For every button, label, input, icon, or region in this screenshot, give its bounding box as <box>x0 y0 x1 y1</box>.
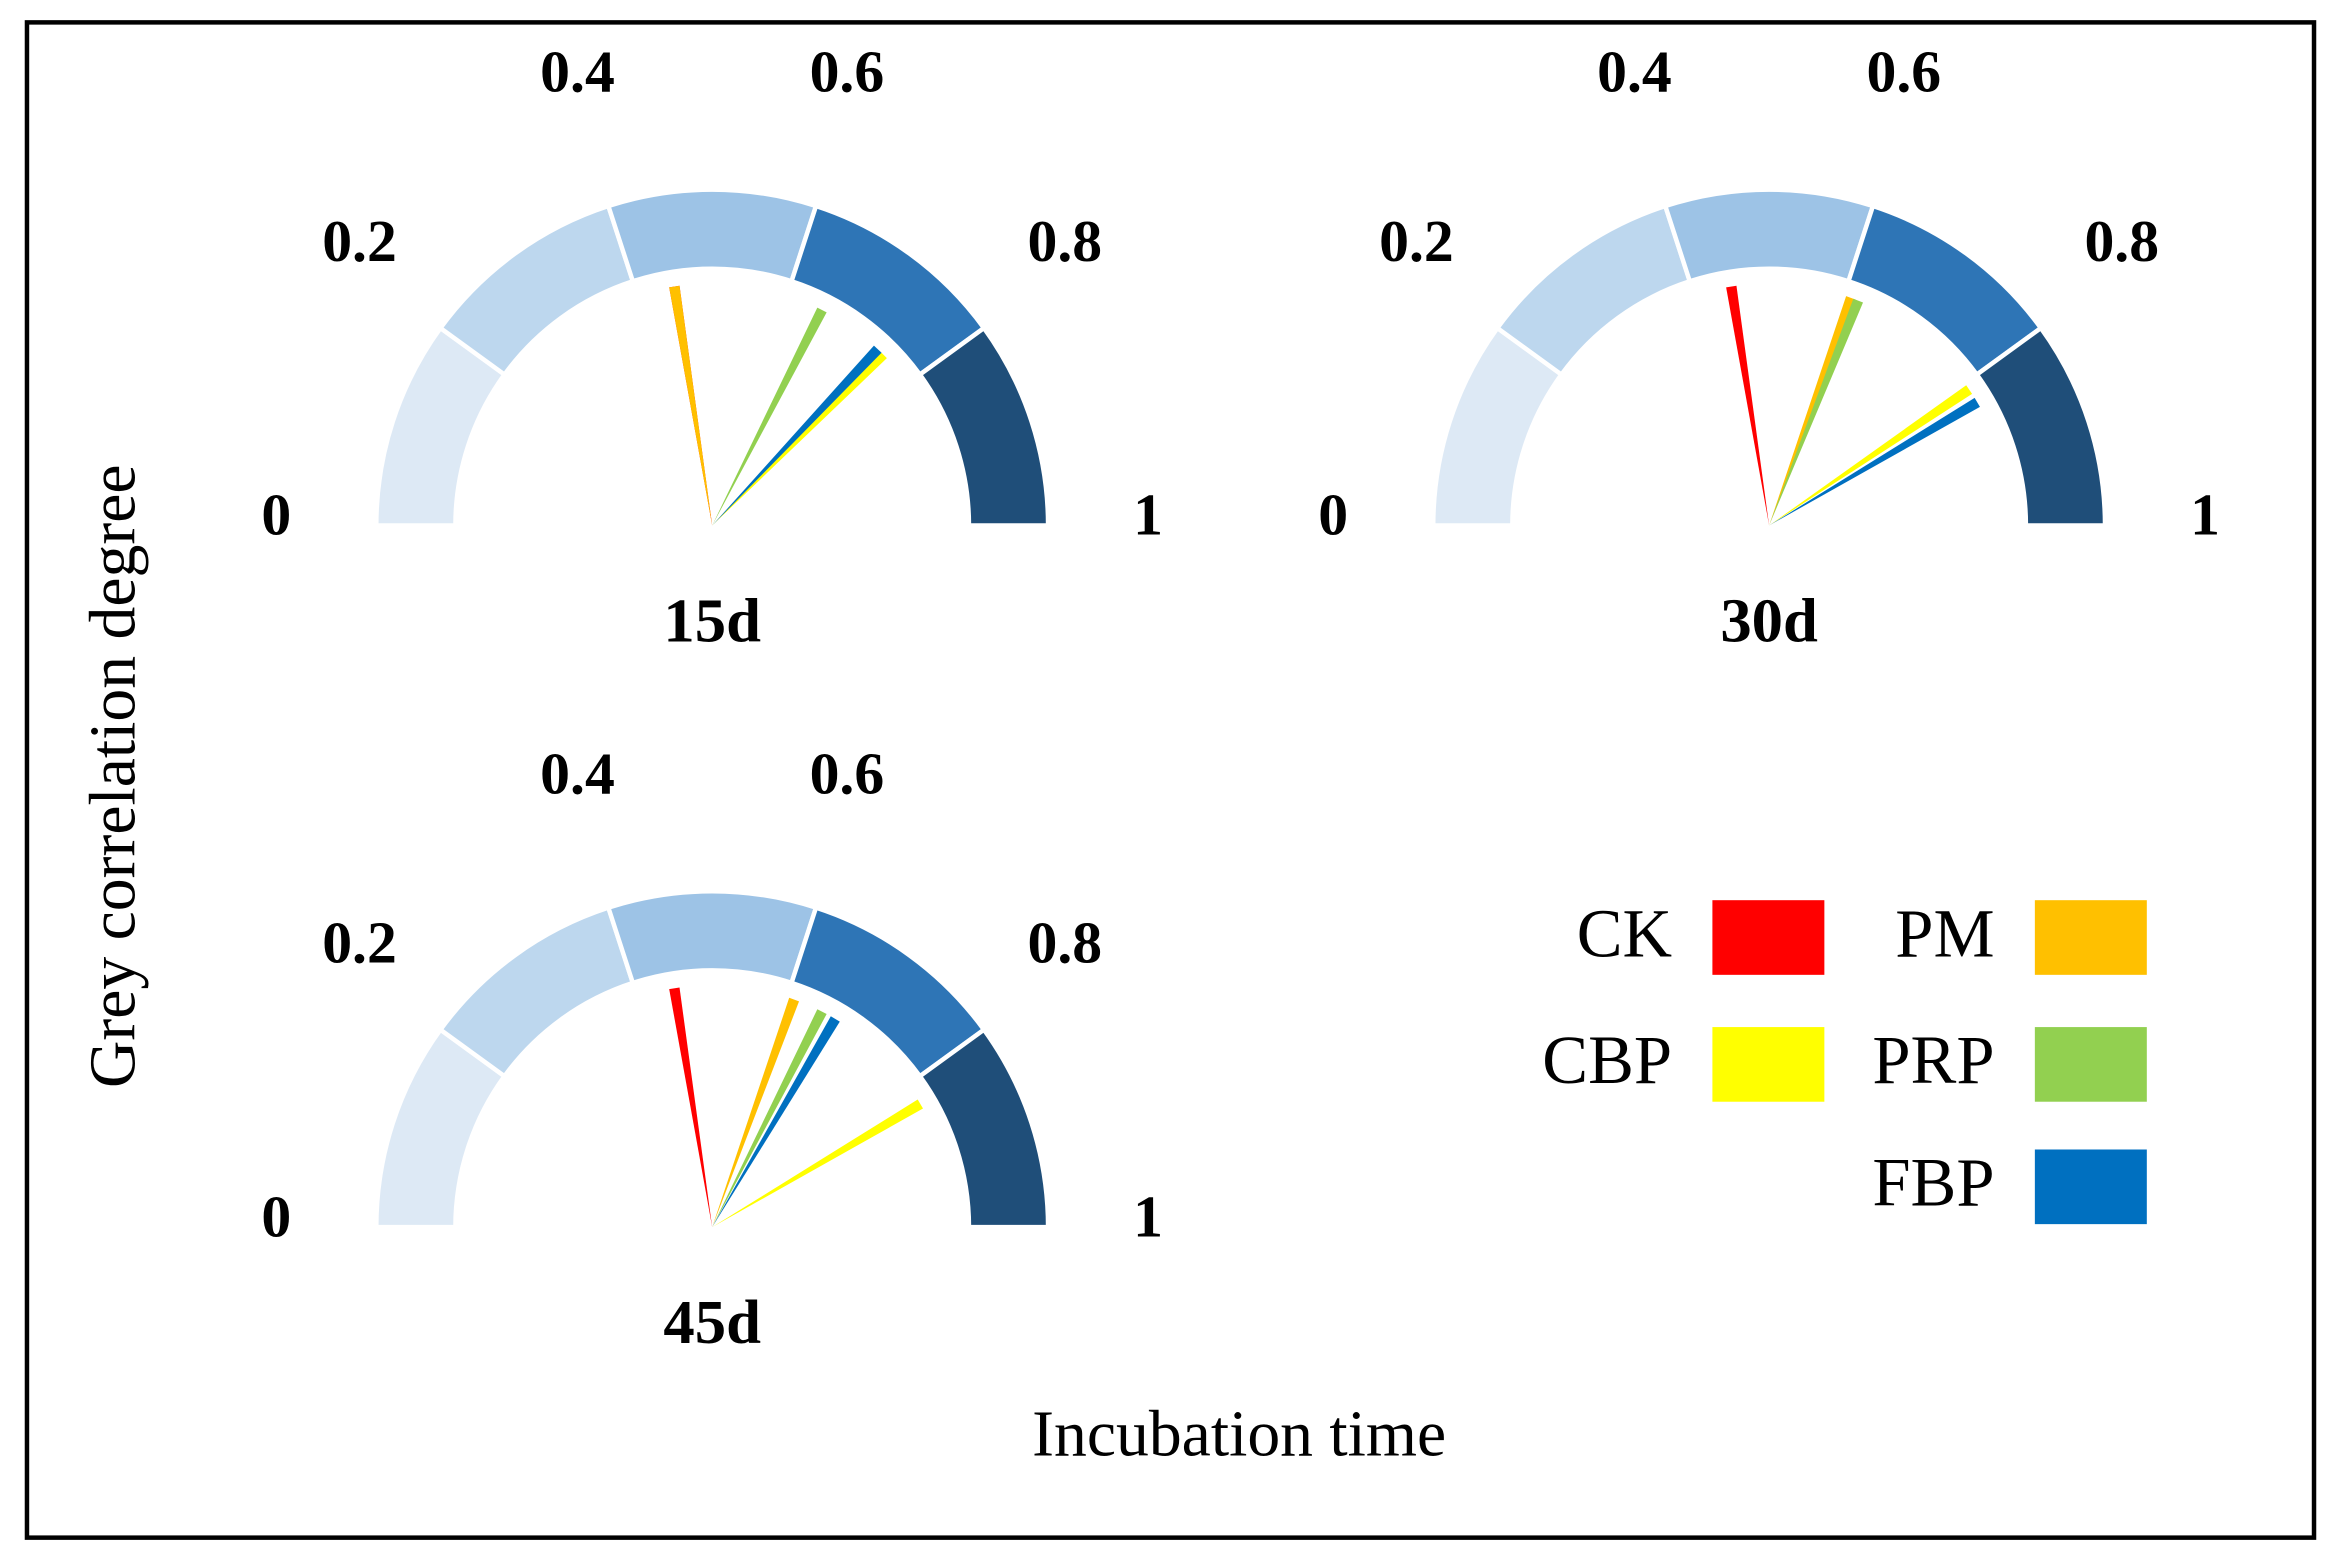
y-axis-label: Grey correlation degree <box>77 465 150 1089</box>
tick-label: 0.2 <box>322 910 397 976</box>
needle <box>1769 397 1980 526</box>
needle <box>712 1099 924 1228</box>
tick-label: 0.2 <box>322 208 397 274</box>
tick-label: 0.8 <box>2084 208 2159 274</box>
gauge-band <box>1973 324 2108 528</box>
tick-label: 1 <box>1133 482 1163 548</box>
legend-swatch <box>1712 1027 1825 1102</box>
gauge-title: 15d <box>663 585 761 655</box>
gauge-band <box>605 888 819 986</box>
frame <box>24 20 2317 1540</box>
needle <box>712 350 887 526</box>
legend-swatch <box>2034 1027 2147 1102</box>
gauge-band <box>605 187 819 285</box>
x-axis-label: Incubation time <box>1032 1398 1446 1471</box>
gauge-title: 30d <box>1720 585 1818 655</box>
legend-swatch <box>1712 900 1825 975</box>
tick-label: 0.4 <box>540 740 615 806</box>
tick-label: 0.4 <box>540 39 615 105</box>
tick-label: 0 <box>1318 482 1348 548</box>
gauge-band <box>1494 203 1693 378</box>
needle <box>669 285 713 526</box>
needle <box>712 345 882 526</box>
tick-label: 0.6 <box>810 39 885 105</box>
needle <box>669 987 713 1228</box>
needle <box>1726 285 1770 526</box>
needle <box>712 307 827 526</box>
legend-label: PRP <box>1872 1022 1994 1098</box>
needle <box>712 997 800 1228</box>
legend-label: CK <box>1577 895 1672 971</box>
needle <box>1769 298 1864 526</box>
tick-label: 0 <box>261 482 291 548</box>
tick-label: 0.6 <box>1867 39 1942 105</box>
gauge-band <box>437 904 636 1080</box>
legend-swatch <box>2034 900 2147 975</box>
tick-label: 0.8 <box>1028 910 1103 976</box>
needle <box>712 1009 827 1228</box>
tick-label: 0.2 <box>1379 208 1454 274</box>
tick-label: 0.4 <box>1597 39 1672 105</box>
tick-label: 0 <box>261 1183 291 1249</box>
needle <box>712 1016 840 1228</box>
gauge-title: 45d <box>663 1287 761 1357</box>
needle <box>1769 385 1973 526</box>
tick-label: 0.8 <box>1028 208 1103 274</box>
gauge-band <box>1662 187 1876 285</box>
tick-label: 1 <box>2190 482 2220 548</box>
gauge-band <box>916 1026 1051 1230</box>
tick-label: 0.6 <box>810 740 885 806</box>
legend-swatch <box>2034 1149 2147 1225</box>
gauge-band <box>916 324 1051 528</box>
legend-label: FBP <box>1872 1145 1994 1221</box>
legend-label: PM <box>1895 895 1994 971</box>
gauge-band <box>437 203 636 378</box>
legend-label: CBP <box>1542 1022 1672 1098</box>
tick-label: 1 <box>1133 1183 1163 1249</box>
